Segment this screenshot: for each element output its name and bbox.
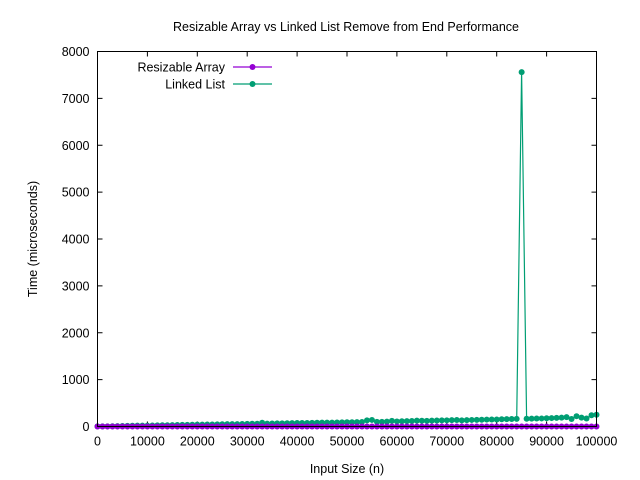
data-point-linked-list (558, 414, 565, 421)
data-point-linked-list (388, 417, 395, 424)
data-point-linked-list (428, 417, 435, 424)
data-point-linked-list (368, 416, 375, 423)
x-tick-label: 90000 (529, 435, 564, 449)
data-point-linked-list (383, 418, 390, 425)
x-tick-label: 50000 (330, 435, 365, 449)
x-tick-label: 70000 (429, 435, 464, 449)
y-tick-label: 7000 (62, 92, 90, 106)
x-axis-label: Input Size (n) (310, 462, 384, 476)
data-point-linked-list (418, 417, 425, 424)
legend-marker (249, 81, 256, 87)
y-tick-label: 1000 (62, 373, 90, 387)
data-point-linked-list (548, 415, 555, 422)
data-point-linked-list (563, 414, 570, 421)
y-tick-label: 8000 (62, 45, 90, 59)
data-point-linked-list (413, 417, 420, 424)
data-point-linked-list (483, 416, 490, 423)
chart-title: Resizable Array vs Linked List Remove fr… (173, 20, 519, 34)
x-tick-label: 0 (94, 435, 101, 449)
data-point-linked-list (339, 419, 346, 426)
data-point-linked-list (533, 415, 540, 422)
plot-area (94, 69, 600, 430)
legend: Resizable Array Linked List (137, 61, 272, 92)
x-tick-label: 30000 (230, 435, 265, 449)
data-point-linked-list (438, 417, 445, 424)
data-point-linked-list (523, 415, 530, 422)
data-point-linked-list (538, 415, 545, 422)
legend-marker (249, 64, 256, 70)
y-tick-label: 4000 (62, 233, 90, 247)
data-point-linked-list (453, 417, 460, 424)
data-point-linked-list (488, 416, 495, 423)
x-tick-label: 80000 (479, 435, 514, 449)
x-tick-label: 60000 (380, 435, 415, 449)
data-point-linked-list (423, 417, 430, 424)
y-tick-label: 0 (83, 420, 90, 434)
data-point-linked-list (508, 416, 515, 422)
data-point-linked-list (443, 417, 450, 424)
x-tick-label: 40000 (280, 435, 315, 449)
data-point-linked-list (408, 417, 415, 424)
data-point-linked-list (463, 417, 470, 424)
data-point-linked-list (513, 415, 520, 422)
data-point-linked-list (553, 414, 560, 421)
data-point-linked-list (498, 416, 505, 423)
data-point-linked-list (528, 415, 535, 422)
data-point-linked-list (358, 419, 365, 425)
data-point-linked-list (588, 412, 595, 419)
data-point-linked-list (468, 416, 475, 423)
y-axis-label: Time (microseconds) (26, 181, 40, 297)
data-point-linked-list (344, 419, 350, 426)
ticks: 0 10000 20000 30000 40000 50000 60000 70000 8000… (62, 45, 618, 449)
data-point-linked-list (348, 419, 355, 426)
data-point-linked-list (518, 69, 525, 76)
x-tick-label: 20000 (180, 435, 215, 449)
data-point-linked-list (543, 415, 550, 422)
plot-frame (97, 51, 597, 427)
data-point-linked-list (583, 415, 590, 422)
data-point-linked-list (448, 417, 455, 424)
legend-label: Resizable Array (137, 61, 225, 75)
data-point-linked-list (473, 416, 480, 423)
data-point-linked-list (353, 419, 360, 426)
data-point-linked-list (393, 418, 400, 425)
data-point-linked-list (373, 418, 380, 425)
data-point-linked-list (363, 417, 370, 424)
data-point-linked-list (433, 417, 440, 424)
data-point-linked-list (378, 418, 385, 425)
y-tick-label: 3000 (62, 279, 90, 293)
data-point-linked-list (403, 418, 410, 425)
x-tick-label: 100000 (576, 435, 618, 449)
data-point-linked-list (458, 417, 465, 424)
data-point-linked-list (478, 416, 485, 423)
y-tick-label: 2000 (62, 326, 90, 340)
series-line-linked-list (97, 72, 597, 427)
data-point-linked-list (573, 413, 580, 420)
x-tick-label: 10000 (130, 435, 165, 449)
data-point-linked-list (568, 416, 575, 422)
y-tick-label: 6000 (62, 139, 90, 153)
data-point-linked-list (578, 414, 585, 421)
legend-label: Linked List (165, 78, 225, 92)
data-point-linked-list (398, 418, 405, 425)
data-point-linked-list (503, 416, 510, 423)
y-tick-label: 5000 (62, 186, 90, 200)
data-point-linked-list (493, 416, 500, 423)
